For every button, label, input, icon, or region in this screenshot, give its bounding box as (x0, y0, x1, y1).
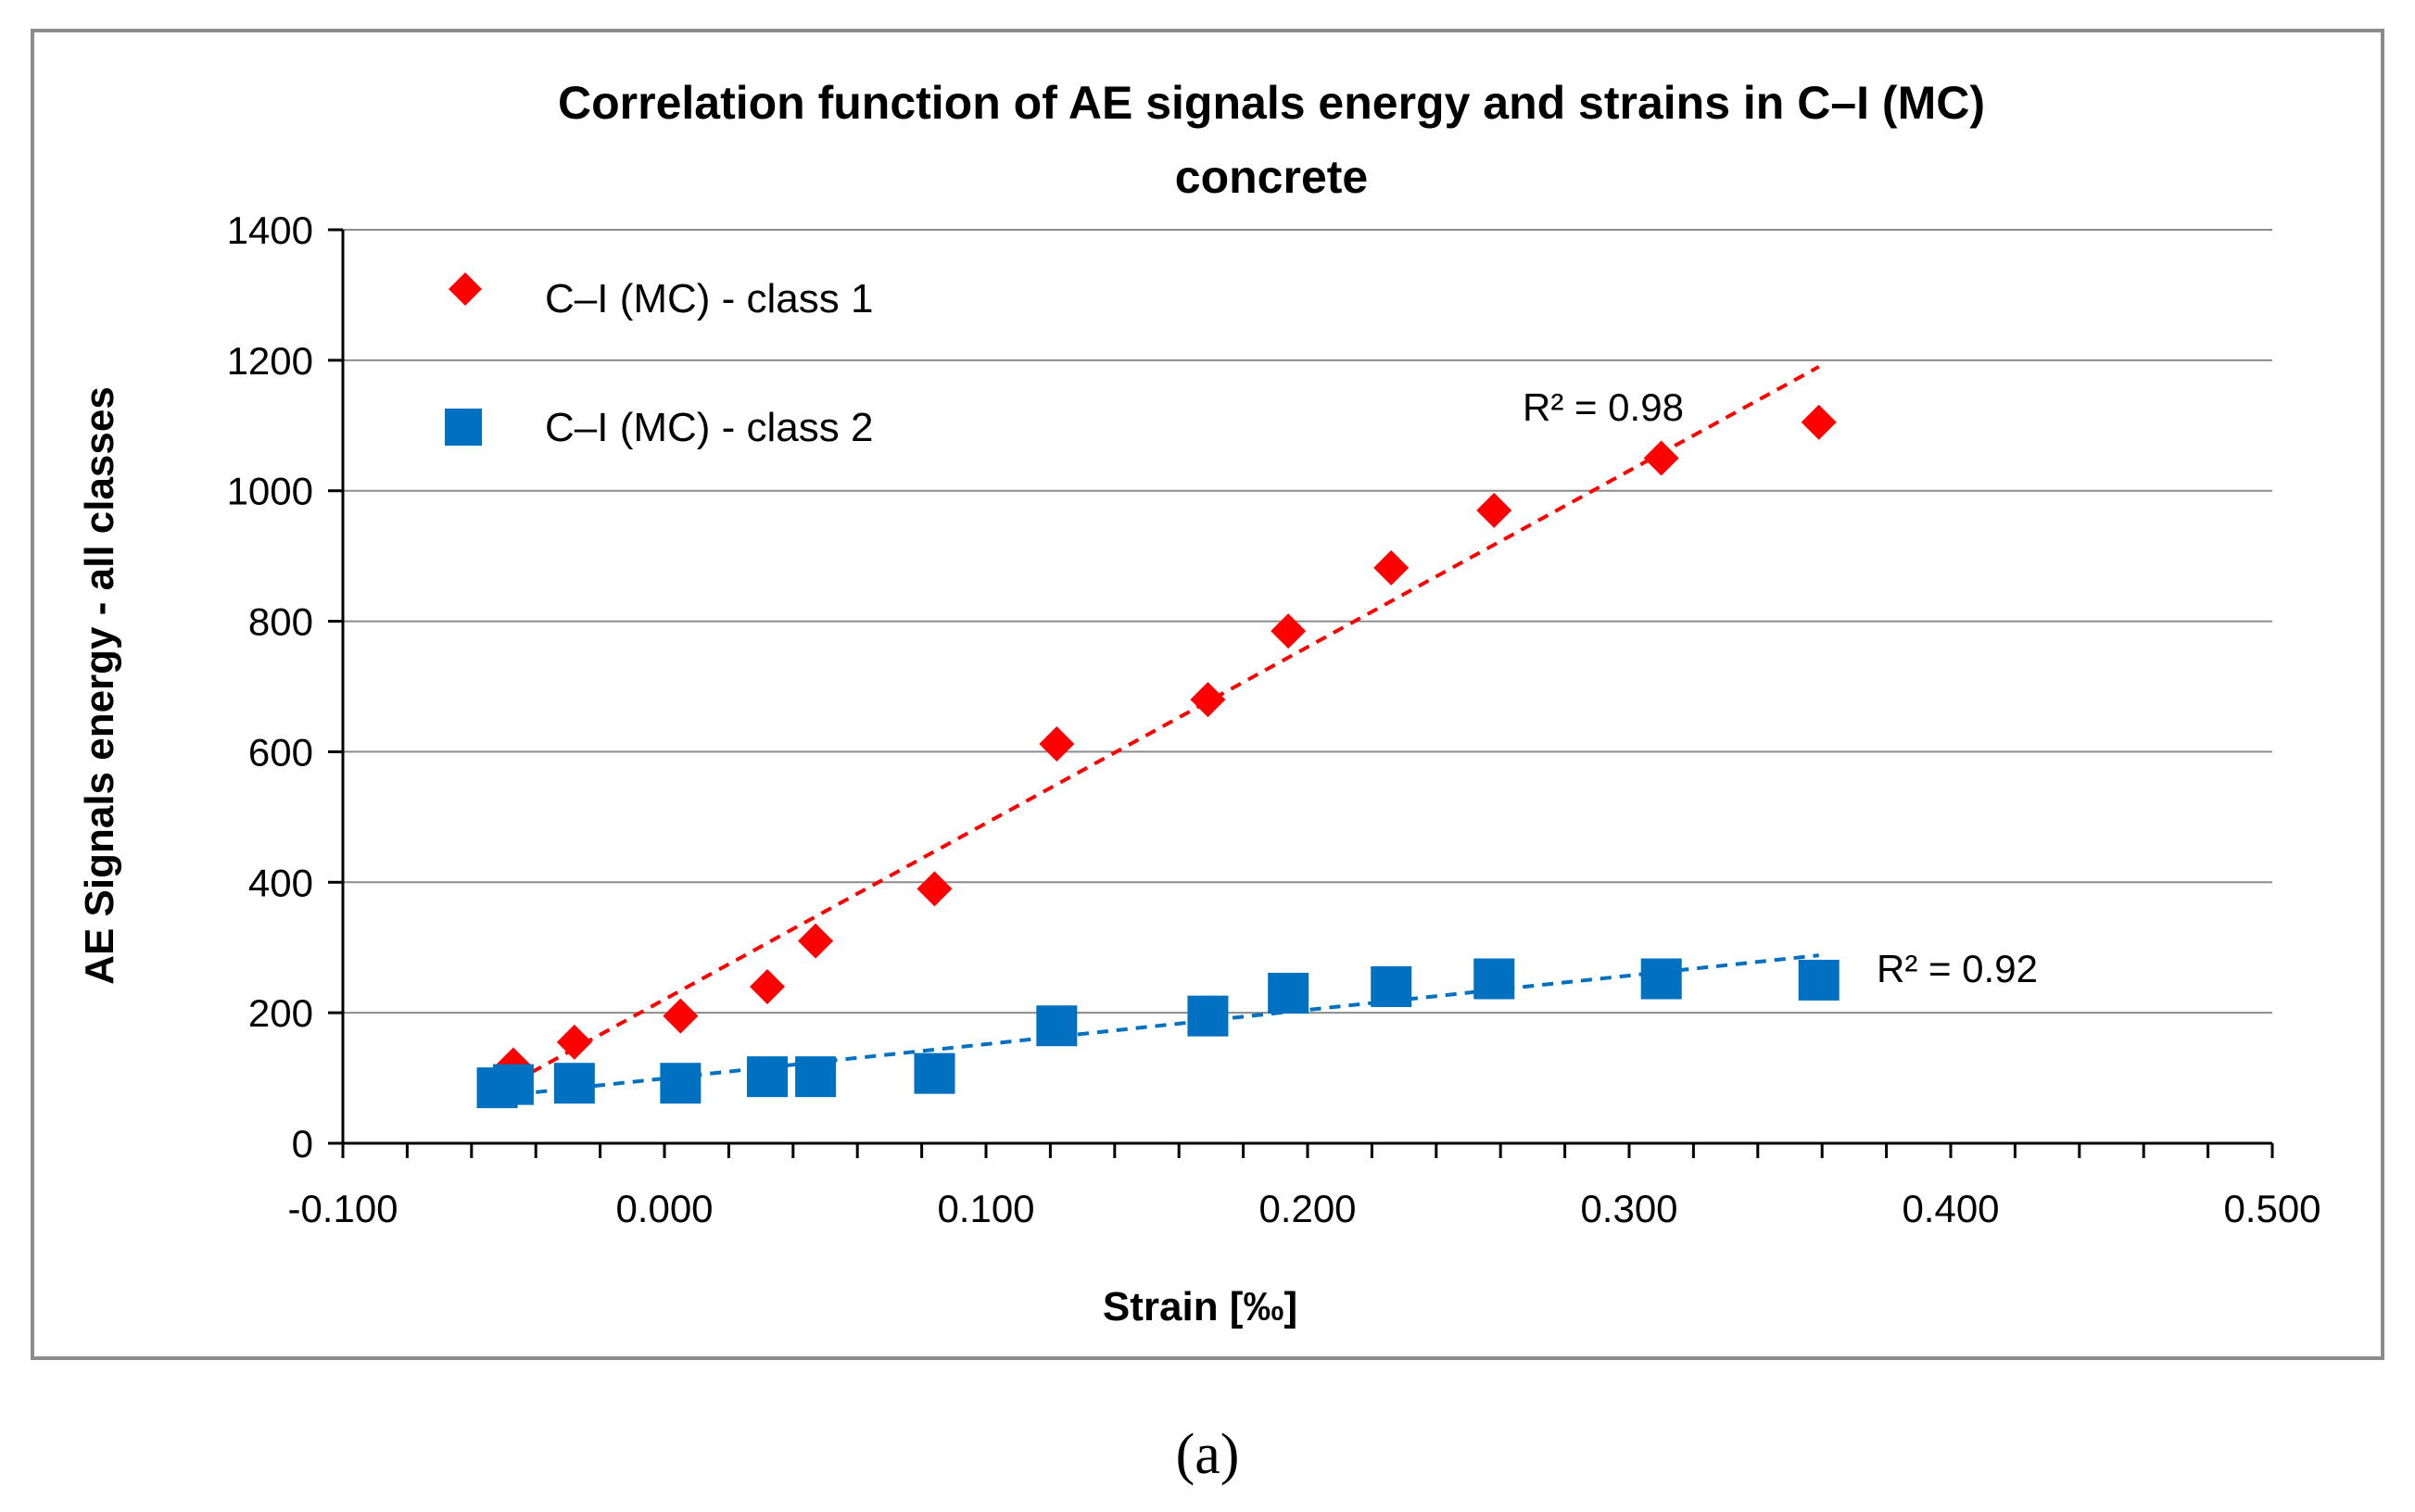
data-point-class-1 (917, 871, 953, 907)
legend-marker-class-1 (449, 272, 482, 306)
data-point-class-1 (1643, 440, 1679, 476)
data-point-class-1 (798, 923, 834, 959)
legend-label-class-2: C–I (MC) - class 2 (545, 405, 873, 450)
y-tick-label: 1400 (227, 208, 313, 252)
data-point-class-1 (1039, 725, 1075, 762)
x-tick-label: 0.300 (1580, 1187, 1677, 1230)
data-point-class-1 (750, 968, 786, 1004)
legend-label-class-1: C–I (MC) - class 1 (545, 276, 873, 321)
gridlines (343, 229, 2272, 1014)
data-point-class-2 (747, 1056, 789, 1098)
legend: C–I (MC) - class 1 C–I (MC) - class 2 (445, 272, 873, 450)
chart-title-line-2: concrete (1175, 151, 1368, 203)
data-point-class-2 (795, 1056, 837, 1098)
axes (328, 228, 2274, 1158)
data-point-class-2 (1640, 958, 1682, 1000)
r2-label-class-2: R² = 0.92 (1877, 947, 2038, 990)
legend-marker-class-2 (445, 409, 482, 446)
x-tick-label: 0.100 (937, 1187, 1034, 1230)
y-tick-label: 800 (248, 600, 313, 644)
figure-caption: (a) (1176, 1423, 1240, 1486)
tick-labels: 0 200 400 600 800 1000 1200 1400 -0.100 0.000 0.10… (227, 208, 2321, 1230)
data-point-class-2 (660, 1063, 702, 1104)
y-tick-label: 400 (248, 861, 313, 904)
x-tick-label: 0.500 (2223, 1187, 2320, 1230)
data-point-class-2 (492, 1064, 534, 1105)
trendline-series-1 (496, 365, 1820, 1093)
x-axis-label: Strain [‰] (1103, 1284, 1297, 1329)
data-point-class-2 (553, 1063, 595, 1104)
y-axis-label: AE Signals energy - all classes (77, 386, 122, 985)
data-point-class-1 (663, 998, 699, 1034)
y-tick-label: 0 (292, 1122, 313, 1166)
data-point-class-1 (556, 1024, 592, 1060)
data-point-class-2 (1268, 973, 1309, 1014)
x-tick-label: 0.400 (1902, 1187, 1999, 1230)
data-point-class-1 (1801, 404, 1837, 440)
data-point-class-1 (1271, 613, 1307, 649)
chart-title-line-1: Correlation function of AE signals energ… (558, 77, 1985, 129)
y-tick-label: 1200 (227, 339, 313, 383)
x-tick-label: 0.000 (615, 1187, 713, 1230)
x-tick-label: 0.200 (1258, 1187, 1356, 1230)
data-point-class-2 (914, 1052, 955, 1094)
data-point-class-1 (1373, 549, 1410, 586)
trendlines (496, 365, 1820, 1099)
x-tick-label: -0.100 (287, 1187, 398, 1230)
y-tick-label: 1000 (227, 470, 313, 513)
data-point-class-1 (1476, 492, 1512, 528)
data-point-class-2 (1473, 958, 1515, 1000)
data-point-class-2 (1798, 959, 1840, 1001)
r2-label-class-1: R² = 0.98 (1523, 385, 1684, 429)
data-point-class-2 (1036, 1005, 1078, 1047)
data-point-class-2 (1371, 965, 1412, 1007)
y-tick-label: 600 (248, 730, 313, 774)
y-tick-label: 200 (248, 991, 313, 1035)
data-markers (476, 404, 1840, 1109)
data-point-class-1 (1190, 682, 1226, 718)
data-point-class-2 (1187, 995, 1229, 1037)
trendline-series-2 (497, 953, 1819, 1099)
